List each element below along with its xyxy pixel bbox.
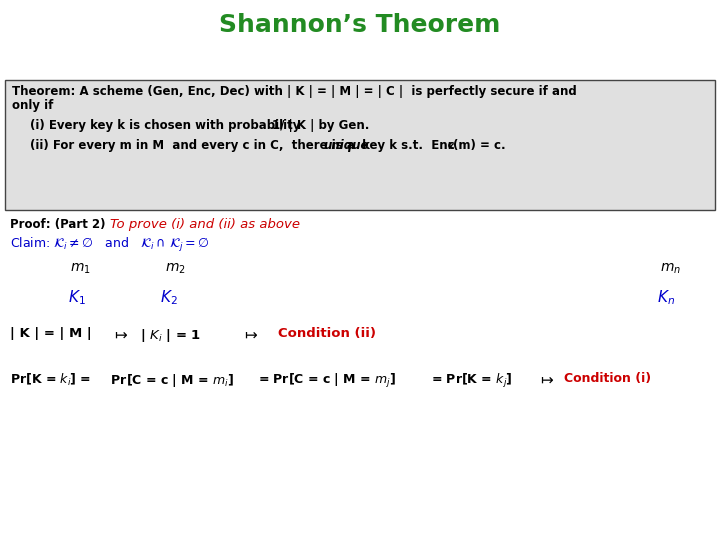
Text: $\mapsto$: $\mapsto$ [112, 327, 129, 342]
Text: key k s.t.  Enc: key k s.t. Enc [358, 139, 454, 152]
FancyBboxPatch shape [5, 80, 715, 210]
Text: 1/ | K | by Gen.: 1/ | K | by Gen. [272, 119, 369, 132]
Text: (m) = c.: (m) = c. [453, 139, 505, 152]
Text: Pr[C = c | M = $m_i$]: Pr[C = c | M = $m_i$] [102, 372, 234, 389]
Text: only if: only if [12, 99, 53, 112]
Text: $\mapsto$: $\mapsto$ [242, 327, 259, 342]
Text: $\mathit{m}_n$: $\mathit{m}_n$ [660, 262, 681, 276]
Text: (ii) For every m in M  and every c in C,  there is a: (ii) For every m in M and every c in C, … [30, 139, 359, 152]
Text: Condition (i): Condition (i) [564, 372, 651, 385]
Text: Claim: $\mathcal{K}_i \neq \emptyset$   and   $\mathcal{K}_i \cap \, \mathcal{K}: Claim: $\mathcal{K}_i \neq \emptyset$ an… [10, 236, 210, 254]
Text: To prove (i) and (ii) as above: To prove (i) and (ii) as above [110, 218, 300, 231]
Text: (i) Every key k is chosen with probability: (i) Every key k is chosen with probabili… [30, 119, 305, 132]
Text: = Pr[K = $k_j$]: = Pr[K = $k_j$] [418, 372, 513, 390]
Text: Proof: (Part 2): Proof: (Part 2) [10, 218, 106, 231]
Text: Theorem: A scheme (Gen, Enc, Dec) with | K | = | M | = | C |  is perfectly secur: Theorem: A scheme (Gen, Enc, Dec) with |… [12, 85, 577, 98]
Text: = Pr[C = c | M = $m_j$]: = Pr[C = c | M = $m_j$] [258, 372, 396, 390]
Text: | K | = | M |: | K | = | M | [10, 327, 91, 340]
Text: Shannon’s Theorem: Shannon’s Theorem [220, 13, 500, 37]
Text: $\mapsto$: $\mapsto$ [538, 372, 555, 387]
Text: | $K_i$ | = 1: | $K_i$ | = 1 [140, 327, 201, 344]
Text: k: k [447, 142, 453, 151]
Text: $\mathit{m}_2$: $\mathit{m}_2$ [165, 262, 186, 276]
Text: $K_2$: $K_2$ [160, 288, 178, 307]
Text: Condition (ii): Condition (ii) [278, 327, 376, 340]
Text: $K_n$: $K_n$ [657, 288, 675, 307]
Text: $\mathit{m}_1$: $\mathit{m}_1$ [70, 262, 91, 276]
Text: Pr[K = $k_i$] =: Pr[K = $k_i$] = [10, 372, 91, 388]
Text: unique: unique [323, 139, 369, 152]
Text: $K_1$: $K_1$ [68, 288, 86, 307]
